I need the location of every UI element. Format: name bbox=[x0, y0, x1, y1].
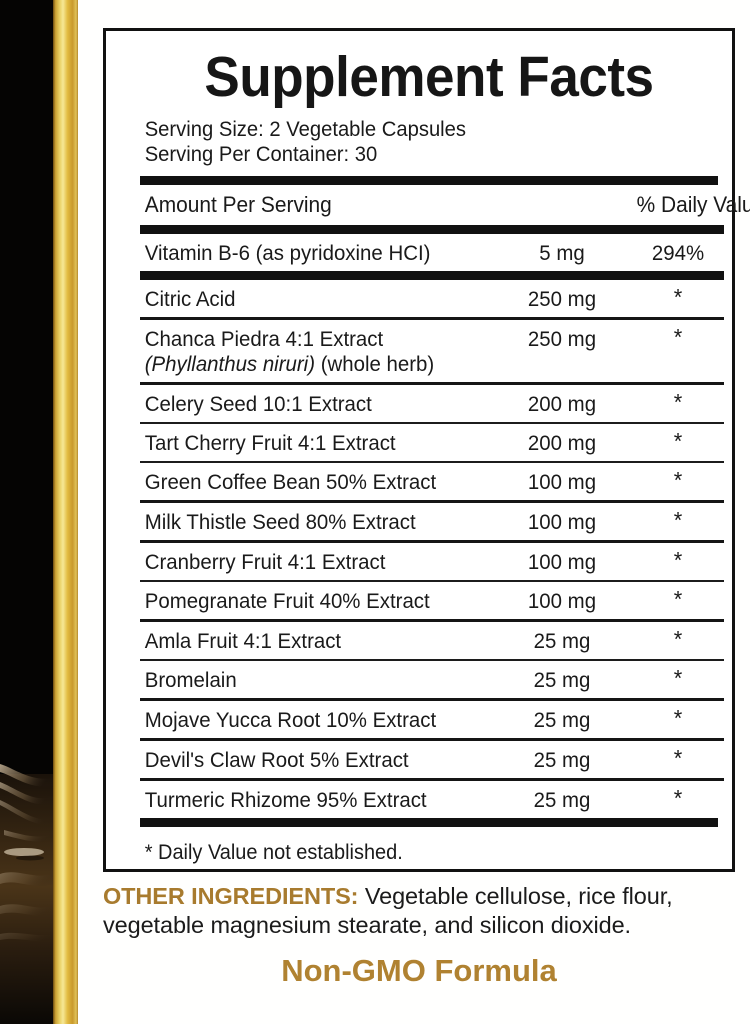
supplement-facts-panel: Supplement Facts Serving Size: 2 Vegetab… bbox=[103, 28, 750, 872]
ingredient-amount: 200 mg bbox=[527, 392, 597, 416]
row-divider bbox=[140, 461, 724, 463]
ingredient-daily-value: * bbox=[673, 705, 683, 731]
table-row: Celery Seed 10:1 Extract 200 mg * bbox=[140, 385, 724, 422]
row-divider bbox=[140, 382, 724, 385]
black-side-band bbox=[0, 0, 53, 1024]
table-row: Mojave Yucca Root 10% Extract 25 mg * bbox=[140, 701, 724, 738]
ingredient-amount: 25 mg bbox=[533, 708, 591, 732]
table-row: Green Coffee Bean 50% Extract 100 mg * bbox=[140, 463, 724, 500]
row-divider bbox=[140, 698, 724, 701]
ingredient-amount: 250 mg bbox=[527, 327, 597, 351]
table-row: Tart Cherry Fruit 4:1 Extract 200 mg * bbox=[140, 424, 724, 461]
header-amount-per-serving: Amount Per Serving bbox=[144, 192, 332, 217]
ingredient-amount: 100 mg bbox=[527, 550, 597, 574]
ingredient-daily-value: * bbox=[673, 389, 683, 415]
table-header-row: Amount Per Serving % Daily Value bbox=[140, 185, 750, 225]
nutrition-table: Amount Per Serving % Daily Value Vitamin… bbox=[140, 185, 750, 818]
ingredient-amount: 25 mg bbox=[533, 788, 591, 812]
table-row: Pomegranate Fruit 40% Extract 100 mg * bbox=[140, 582, 724, 619]
divider-thick-top bbox=[140, 176, 718, 185]
table-row: Turmeric Rhizome 95% Extract 25 mg * bbox=[140, 781, 724, 818]
serving-size: Serving Size: 2 Vegetable Capsules bbox=[144, 117, 467, 141]
non-gmo-badge: Non-GMO Formula bbox=[281, 953, 557, 988]
ingredient-name: Celery Seed 10:1 Extract bbox=[144, 392, 372, 416]
smoke-wisp-svg bbox=[0, 764, 53, 1024]
divider-thick-bottom bbox=[140, 818, 718, 827]
ingredient-daily-value: * bbox=[673, 324, 683, 350]
row-divider bbox=[140, 659, 724, 661]
ingredient-name: Mojave Yucca Root 10% Extract bbox=[144, 708, 437, 732]
ingredient-name: Chanca Piedra 4:1 Extract bbox=[144, 327, 384, 351]
ingredient-name: Green Coffee Bean 50% Extract bbox=[144, 470, 437, 494]
table-row: Cranberry Fruit 4:1 Extract 100 mg * bbox=[140, 543, 724, 580]
ingredient-daily-value: 294% bbox=[651, 241, 705, 265]
ingredient-daily-value: * bbox=[673, 428, 683, 454]
other-ingredients-label: OTHER INGREDIENTS: bbox=[103, 883, 359, 909]
ingredient-daily-value: * bbox=[673, 626, 683, 652]
table-row: Devil's Claw Root 5% Extract 25 mg * bbox=[140, 741, 724, 778]
ingredient-daily-value: * bbox=[673, 785, 683, 811]
daily-value-footnote: * Daily Value not established. bbox=[144, 841, 403, 864]
table-row: Bromelain 25 mg * bbox=[140, 661, 724, 698]
ingredient-name: Amla Fruit 4:1 Extract bbox=[144, 629, 342, 653]
ingredient-name: Cranberry Fruit 4:1 Extract bbox=[144, 550, 386, 574]
ingredient-name: Devil's Claw Root 5% Extract bbox=[144, 748, 409, 772]
ingredient-daily-value: * bbox=[673, 507, 683, 533]
row-divider bbox=[140, 778, 724, 781]
divider-thick-vitamins bbox=[140, 271, 724, 280]
table-row: Milk Thistle Seed 80% Extract 100 mg * bbox=[140, 503, 724, 540]
gold-accent-stripe bbox=[53, 0, 78, 1024]
ingredient-amount: 5 mg bbox=[539, 241, 585, 265]
ingredient-name: Vitamin B-6 (as pyridoxine HCI) bbox=[144, 241, 431, 265]
row-divider bbox=[140, 317, 724, 320]
ingredient-daily-value: * bbox=[673, 284, 683, 310]
row-divider bbox=[140, 580, 724, 582]
ingredient-amount: 200 mg bbox=[527, 431, 597, 455]
ingredient-botanical-name: (Phyllanthus niruri) (whole herb) bbox=[144, 352, 435, 376]
ingredient-amount: 25 mg bbox=[533, 748, 591, 772]
ingredient-amount: 100 mg bbox=[527, 470, 597, 494]
row-divider bbox=[140, 738, 724, 741]
ingredient-name: Milk Thistle Seed 80% Extract bbox=[144, 510, 416, 534]
page-title: Supplement Facts bbox=[204, 45, 654, 109]
smoke-wisp-graphic bbox=[0, 734, 53, 1024]
serving-info: Serving Size: 2 Vegetable Capsules Servi… bbox=[140, 117, 718, 167]
ingredient-amount: 25 mg bbox=[533, 668, 591, 692]
ingredient-amount: 250 mg bbox=[527, 287, 597, 311]
left-decorative-edge bbox=[0, 0, 78, 1024]
ingredient-daily-value: * bbox=[673, 586, 683, 612]
ingredient-name: Citric Acid bbox=[144, 287, 236, 311]
ingredient-amount: 100 mg bbox=[527, 510, 597, 534]
ingredient-daily-value: * bbox=[673, 467, 683, 493]
header-daily-value: % Daily Value bbox=[636, 192, 750, 217]
row-divider bbox=[140, 619, 724, 622]
other-ingredients-text: OTHER INGREDIENTS: Vegetable cellulose, … bbox=[103, 882, 748, 940]
other-ingredients-list: Vegetable cellulose, rice flour, vegetab… bbox=[103, 883, 673, 938]
table-row: Citric Acid 250 mg * bbox=[140, 280, 724, 317]
row-divider bbox=[140, 540, 724, 543]
ingredient-name: Bromelain bbox=[144, 668, 237, 692]
table-row: Vitamin B-6 (as pyridoxine HCI) 5 mg 294… bbox=[140, 234, 724, 271]
ingredient-amount: 25 mg bbox=[533, 629, 591, 653]
divider-thick-header bbox=[140, 225, 724, 234]
ingredient-daily-value: * bbox=[673, 547, 683, 573]
row-divider bbox=[140, 500, 724, 503]
ingredient-name: Turmeric Rhizome 95% Extract bbox=[144, 788, 427, 812]
row-divider bbox=[140, 422, 724, 424]
serving-per-container: Serving Per Container: 30 bbox=[144, 142, 378, 166]
ingredient-daily-value: * bbox=[673, 665, 683, 691]
ingredient-amount: 100 mg bbox=[527, 589, 597, 613]
ingredient-name: Tart Cherry Fruit 4:1 Extract bbox=[144, 431, 396, 455]
table-row: Amla Fruit 4:1 Extract 25 mg * bbox=[140, 622, 724, 659]
ingredient-name: Pomegranate Fruit 40% Extract bbox=[144, 589, 430, 613]
table-row: Chanca Piedra 4:1 Extract (Phyllanthus n… bbox=[140, 320, 724, 382]
ingredient-daily-value: * bbox=[673, 745, 683, 771]
